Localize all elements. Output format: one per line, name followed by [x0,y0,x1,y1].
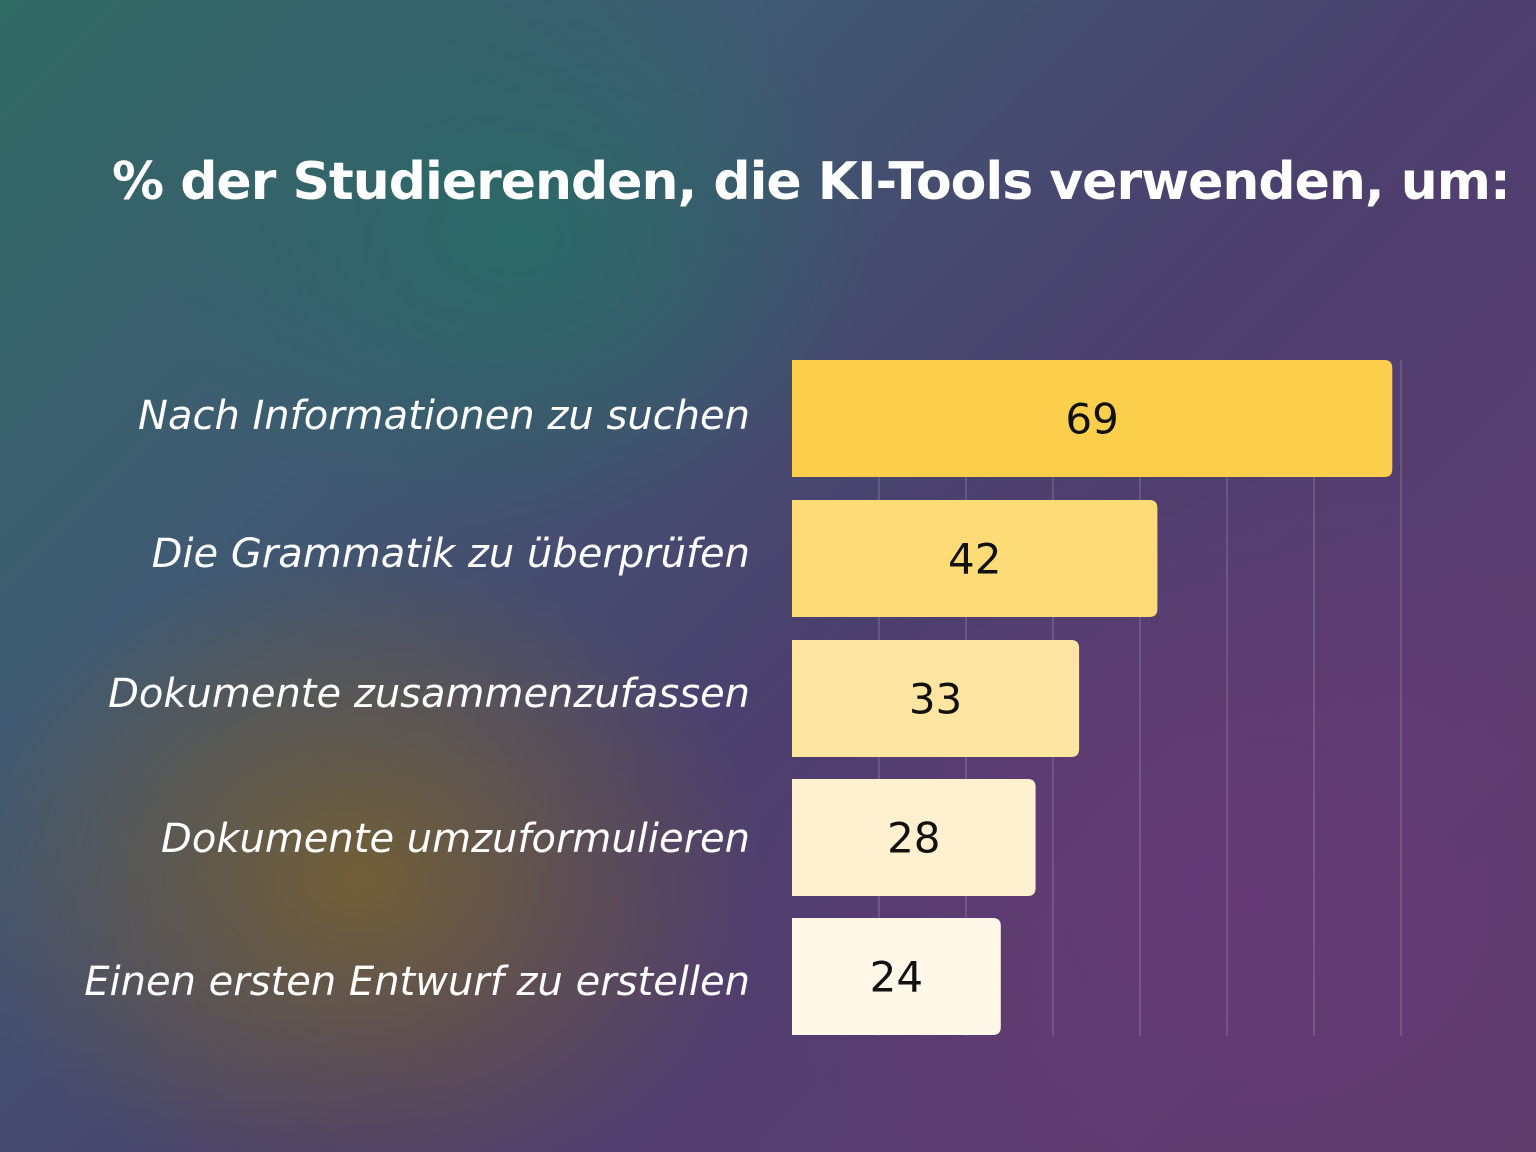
value-label-3: 28 [887,814,940,863]
category-label-4: Einen ersten Entwurf zu erstellen [84,959,750,1005]
bar-1 [792,500,1158,617]
chart-title: % der Studierenden, die KI-Tools verwend… [112,152,1511,212]
value-label-4: 24 [870,953,923,1002]
value-label-0: 69 [1065,395,1118,444]
category-label-2: Dokumente zusammenzufassen [108,671,750,717]
category-label-3: Dokumente umzuformulieren [161,816,750,862]
category-label-1: Die Grammatik zu überprüfen [151,531,750,577]
bar-2 [792,640,1080,757]
bar-4 [792,918,1001,1035]
bars: 69 42 33 28 24 [792,360,1393,1035]
value-label-2: 33 [909,675,962,724]
category-label-0: Nach Informationen zu suchen [138,393,750,439]
value-label-1: 42 [948,535,1001,584]
bar-3 [792,779,1036,896]
bar-0 [792,360,1393,477]
